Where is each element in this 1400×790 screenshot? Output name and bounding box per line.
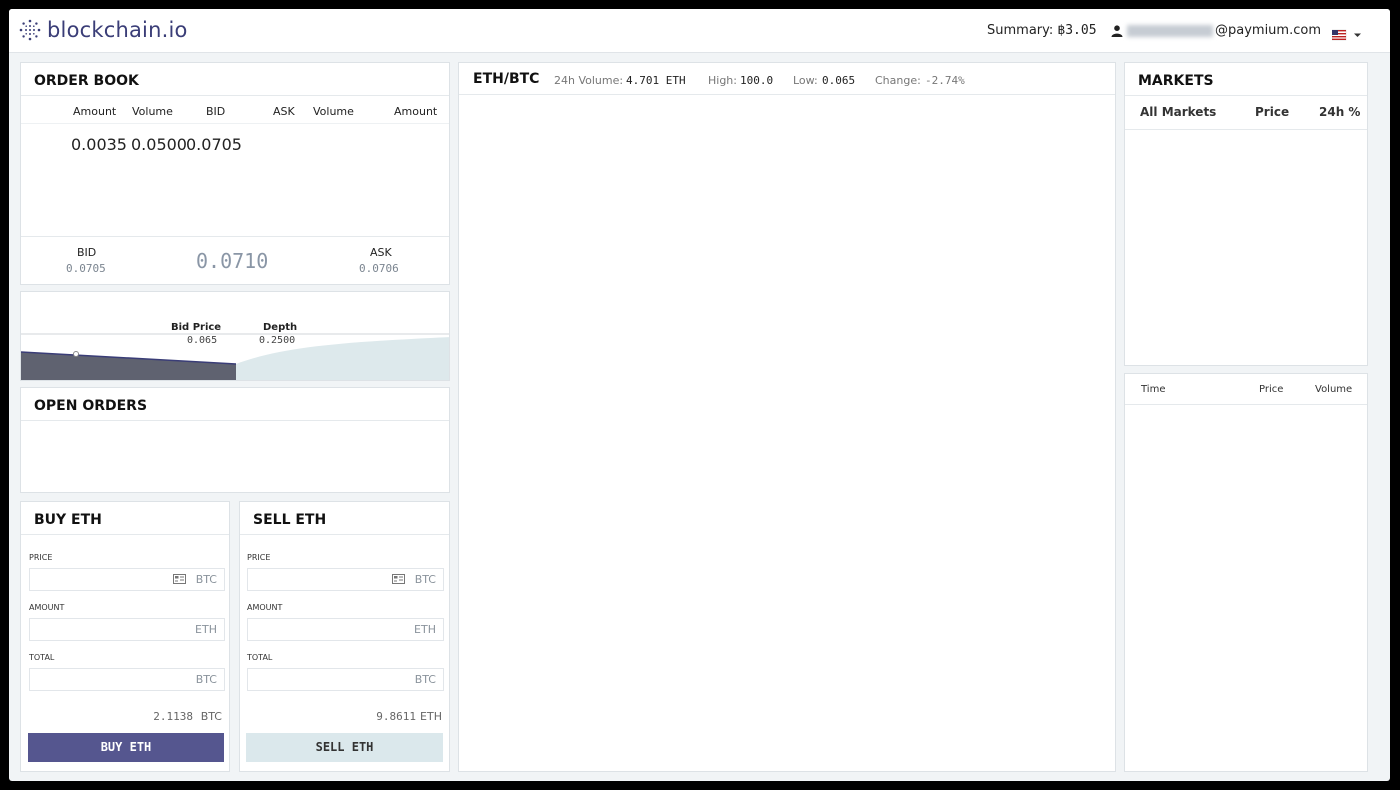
sell-amount-unit: ETH bbox=[414, 623, 436, 636]
language-select[interactable] bbox=[1331, 26, 1366, 45]
buy-total-unit: BTC bbox=[195, 673, 217, 686]
buy-balance-unit: BTC bbox=[200, 710, 222, 723]
volume-label: 24h Volume: bbox=[554, 74, 624, 87]
col-bid: BID bbox=[206, 105, 226, 118]
buy-amount-label: AMOUNT bbox=[29, 603, 65, 612]
bid-depth-area bbox=[21, 352, 236, 380]
markets-title: MARKETS bbox=[1125, 63, 1367, 96]
sell-total-label: TOTAL bbox=[247, 653, 273, 662]
logo[interactable]: blockchain.io bbox=[19, 18, 188, 42]
high-value: 100.0 bbox=[740, 74, 774, 87]
volume-value: 4.701 ETH bbox=[626, 74, 686, 87]
top-bar: blockchain.io Summary: ฿3.05 @paymium.co… bbox=[9, 9, 1390, 53]
bid-cell: 0.0500 bbox=[131, 135, 187, 154]
col-amount-bid: Amount bbox=[73, 105, 117, 118]
bid-price-label: Bid Price bbox=[171, 322, 222, 333]
price-chart[interactable] bbox=[459, 121, 1115, 771]
col-time: Time bbox=[1141, 384, 1166, 395]
col-trade-volume: Volume bbox=[1315, 384, 1353, 395]
buy-balance: 2.1138 bbox=[153, 710, 193, 723]
sell-balance: 9.8611 bbox=[376, 710, 416, 723]
app-window: blockchain.io Summary: ฿3.05 @paymium.co… bbox=[9, 9, 1390, 781]
summary-label: Summary: bbox=[987, 23, 1054, 38]
open-orders-panel: OPEN ORDERS bbox=[20, 387, 450, 493]
logo-mark-icon bbox=[19, 19, 41, 41]
col-volume-ask: Volume bbox=[313, 105, 354, 118]
sell-price-unit: BTC bbox=[414, 573, 436, 586]
summary[interactable]: Summary: ฿3.05 bbox=[987, 23, 1097, 38]
buy-amount-unit: ETH bbox=[195, 623, 217, 636]
high-label: High: bbox=[708, 74, 737, 87]
order-book-title: ORDER BOOK bbox=[21, 63, 449, 96]
buy-price-unit: BTC bbox=[195, 573, 217, 586]
buy-eth-button[interactable]: BUY ETH bbox=[28, 733, 224, 762]
buy-title: BUY ETH bbox=[21, 502, 229, 535]
sell-panel: SELL ETH PRICE BTC AMOUNT ETH TOTAL BTC … bbox=[239, 501, 450, 772]
chevron-down-icon bbox=[1354, 33, 1361, 37]
depth-label: Depth bbox=[263, 322, 298, 333]
sell-total-input[interactable]: BTC bbox=[247, 668, 444, 691]
user-email-domain: @paymium.com bbox=[1215, 23, 1321, 38]
depth-cursor bbox=[73, 351, 79, 357]
col-volume-bid: Volume bbox=[132, 105, 173, 118]
depth-chart bbox=[21, 333, 449, 380]
markets-panel: MARKETS All Markets Price 24h % bbox=[1124, 62, 1368, 366]
sell-total-unit: BTC bbox=[414, 673, 436, 686]
email-redacted bbox=[1127, 24, 1213, 37]
bid-label: BID bbox=[77, 246, 97, 259]
col-all-markets[interactable]: All Markets bbox=[1140, 105, 1217, 119]
col-amount-ask: Amount bbox=[394, 105, 438, 118]
buy-total-input[interactable]: BTC bbox=[29, 668, 225, 691]
buy-price-label: PRICE bbox=[29, 553, 53, 562]
calculator-icon[interactable] bbox=[392, 574, 405, 584]
user-menu[interactable]: @paymium.com bbox=[1111, 23, 1321, 38]
bid-cell: 0.0705 bbox=[186, 135, 242, 154]
sell-eth-button[interactable]: SELL ETH bbox=[246, 733, 443, 762]
summary-value: ฿3.05 bbox=[1057, 23, 1097, 38]
order-book-panel: ORDER BOOK Amount Volume BID ASK Volume … bbox=[20, 62, 450, 285]
low-label: Low: bbox=[793, 74, 818, 87]
low-value: 0.065 bbox=[822, 74, 856, 87]
user-icon bbox=[1111, 24, 1123, 37]
col-trade-price: Price bbox=[1259, 384, 1284, 395]
bid-value: 0.0705 bbox=[66, 262, 106, 275]
logo-text: blockchain.io bbox=[47, 18, 188, 42]
ask-depth-area bbox=[236, 337, 449, 380]
open-orders-title: OPEN ORDERS bbox=[21, 388, 449, 421]
buy-amount-input[interactable]: ETH bbox=[29, 618, 225, 641]
ask-label: ASK bbox=[370, 246, 392, 259]
col-ask: ASK bbox=[273, 105, 295, 118]
pair-title: ETH/BTC bbox=[473, 71, 540, 87]
buy-price-input[interactable]: BTC bbox=[29, 568, 225, 591]
bid-cell: 0.0035 bbox=[71, 135, 127, 154]
trades-panel: Time Price Volume bbox=[1124, 373, 1368, 772]
sell-price-label: PRICE bbox=[247, 553, 271, 562]
ask-value: 0.0706 bbox=[359, 262, 399, 275]
sell-amount-input[interactable]: ETH bbox=[247, 618, 444, 641]
depth-value: 0.2500 bbox=[259, 335, 296, 346]
sell-title: SELL ETH bbox=[240, 502, 449, 535]
buy-panel: BUY ETH PRICE BTC AMOUNT ETH TOTAL BTC 2… bbox=[20, 501, 230, 772]
change-label: Change: bbox=[875, 74, 921, 87]
last-price: 0.0710 bbox=[196, 249, 269, 273]
col-market-price[interactable]: Price bbox=[1255, 105, 1290, 119]
depth-chart-panel[interactable]: Bid Price 0.065 Depth 0.2500 bbox=[20, 291, 450, 381]
calculator-icon[interactable] bbox=[173, 574, 186, 584]
chart-panel: ETH/BTC 24h Volume: 4.701 ETH High: 100.… bbox=[458, 62, 1116, 772]
buy-total-label: TOTAL bbox=[29, 653, 55, 662]
change-value: -2.74% bbox=[925, 74, 965, 87]
sell-amount-label: AMOUNT bbox=[247, 603, 283, 612]
sell-balance-unit: ETH bbox=[420, 710, 442, 723]
bid-price-value: 0.065 bbox=[187, 335, 218, 346]
us-flag-icon bbox=[1331, 29, 1361, 41]
col-market-change[interactable]: 24h % bbox=[1319, 105, 1361, 119]
sell-price-input[interactable]: BTC bbox=[247, 568, 444, 591]
